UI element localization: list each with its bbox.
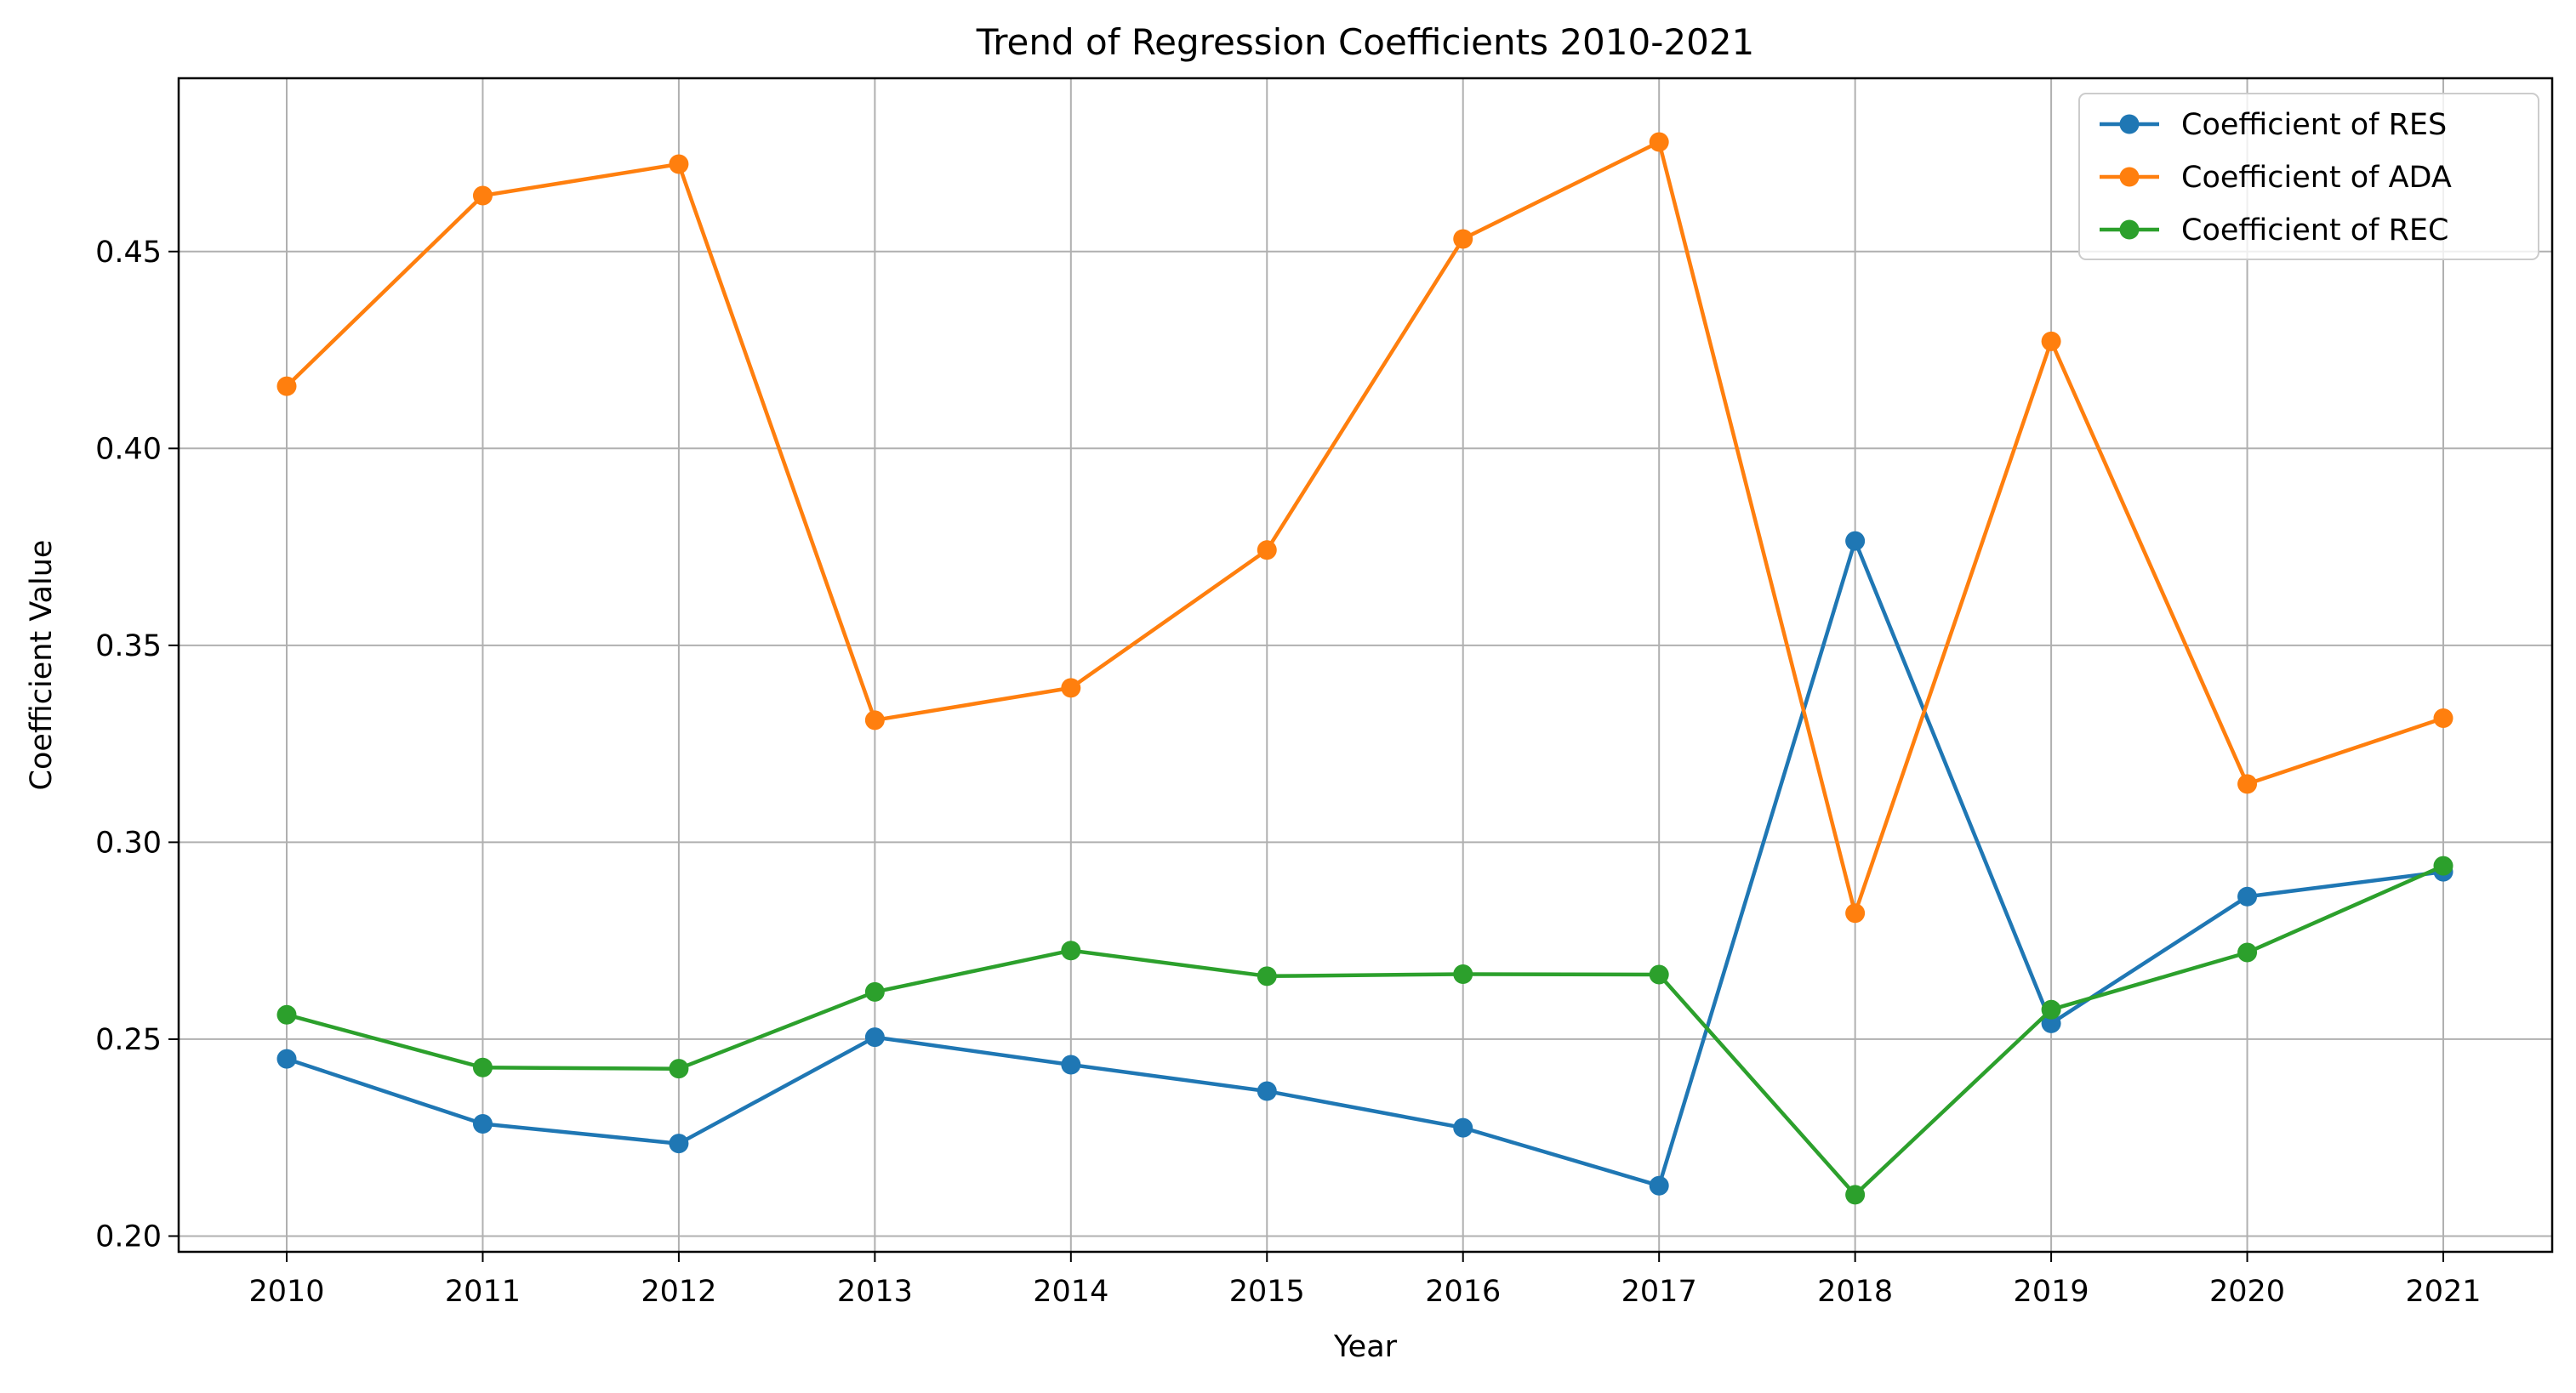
data-point-coefficient-of-ada <box>1061 678 1081 698</box>
data-point-coefficient-of-rec <box>1453 964 1473 985</box>
data-point-coefficient-of-res <box>2237 886 2258 907</box>
data-point-coefficient-of-ada <box>1453 229 1473 249</box>
grid <box>179 78 2552 1252</box>
series-line-coefficient-of-rec <box>286 864 2444 1197</box>
data-point-coefficient-of-rec <box>864 981 885 1002</box>
data-point-coefficient-of-rec <box>2237 942 2258 963</box>
y-tick-label: 0.35 <box>95 629 162 663</box>
x-tick-label: 2017 <box>1621 1275 1697 1309</box>
data-point-coefficient-of-res <box>864 1027 885 1048</box>
data-point-coefficient-of-rec <box>1061 941 1081 961</box>
x-tick-label: 2010 <box>248 1275 324 1309</box>
data-point-coefficient-of-rec <box>472 1057 493 1077</box>
series-coefficient-of-ada <box>276 132 2453 924</box>
data-point-coefficient-of-ada <box>2237 774 2258 794</box>
data-point-coefficient-of-rec <box>1845 1185 1866 1205</box>
y-tick-label: 0.45 <box>95 236 162 270</box>
data-point-coefficient-of-rec <box>1649 964 1669 985</box>
data-point-coefficient-of-rec <box>2433 856 2453 876</box>
data-point-coefficient-of-res <box>276 1049 297 1069</box>
legend-label: Coefficient of RES <box>2181 108 2447 142</box>
x-tick-label: 2011 <box>445 1275 521 1309</box>
legend-label: Coefficient of ADA <box>2181 161 2452 195</box>
data-point-coefficient-of-ada <box>2041 331 2061 351</box>
data-point-coefficient-of-res <box>2041 1013 2061 1033</box>
legend: Coefficient of RES Coefficient of ADA Coef… <box>2078 93 2539 260</box>
data-point-coefficient-of-ada <box>472 185 493 206</box>
y-tick-label: 0.20 <box>95 1220 162 1254</box>
x-tick-label: 2020 <box>2209 1275 2285 1309</box>
y-tick-label: 0.25 <box>95 1023 162 1057</box>
legend-swatch-marker <box>2119 167 2140 187</box>
x-tick-label: 2015 <box>1229 1275 1305 1309</box>
y-tick-label: 0.30 <box>95 826 162 860</box>
data-point-coefficient-of-rec <box>2041 999 2061 1020</box>
data-point-coefficient-of-ada <box>276 376 297 396</box>
x-tick-label: 2018 <box>1817 1275 1893 1309</box>
legend-swatch-marker <box>2119 114 2140 134</box>
data-point-coefficient-of-ada <box>1649 132 1669 152</box>
x-axis-title: Year <box>1333 1330 1398 1364</box>
data-point-coefficient-of-ada <box>864 710 885 731</box>
data-point-coefficient-of-res <box>1061 1055 1081 1075</box>
x-tick-label: 2014 <box>1033 1275 1108 1309</box>
x-tick-label: 2016 <box>1425 1275 1501 1309</box>
data-point-coefficient-of-res <box>1453 1117 1473 1138</box>
plot-frame <box>177 77 2554 1254</box>
series-line-coefficient-of-res <box>286 538 2444 1188</box>
data-point-coefficient-of-res <box>472 1113 493 1134</box>
data-point-coefficient-of-rec <box>276 1004 297 1025</box>
chart-title: Trend of Regression Coefficients 2010-20… <box>976 21 1755 63</box>
axis-ticks: 2010 2011 2012 2013 2014 2015 2016 2017 2018 2019… <box>95 236 2481 1309</box>
legend-swatch-marker <box>2119 219 2140 240</box>
data-point-coefficient-of-ada <box>1845 903 1866 924</box>
series-lines <box>276 132 2453 1205</box>
data-point-coefficient-of-res <box>669 1134 689 1154</box>
series-coefficient-of-res <box>276 531 2453 1196</box>
data-point-coefficient-of-ada <box>1257 540 1277 560</box>
y-axis-title: Coefficient Value <box>25 540 59 791</box>
y-tick-label: 0.40 <box>95 432 162 466</box>
x-tick-label: 2012 <box>641 1275 716 1309</box>
data-point-coefficient-of-res <box>1257 1081 1277 1101</box>
data-point-coefficient-of-res <box>1649 1175 1669 1196</box>
data-point-coefficient-of-res <box>1845 531 1866 551</box>
series-coefficient-of-rec <box>276 856 2453 1205</box>
data-point-coefficient-of-ada <box>2433 708 2453 729</box>
data-point-coefficient-of-rec <box>669 1059 689 1079</box>
x-tick-label: 2013 <box>837 1275 913 1309</box>
data-point-coefficient-of-ada <box>669 154 689 174</box>
series-line-coefficient-of-ada <box>285 139 2444 915</box>
legend-label: Coefficient of REC <box>2181 213 2449 247</box>
x-tick-label: 2021 <box>2405 1275 2481 1309</box>
x-tick-label: 2019 <box>2014 1275 2089 1309</box>
data-point-coefficient-of-rec <box>1257 966 1277 986</box>
legend-box <box>2078 93 2539 260</box>
